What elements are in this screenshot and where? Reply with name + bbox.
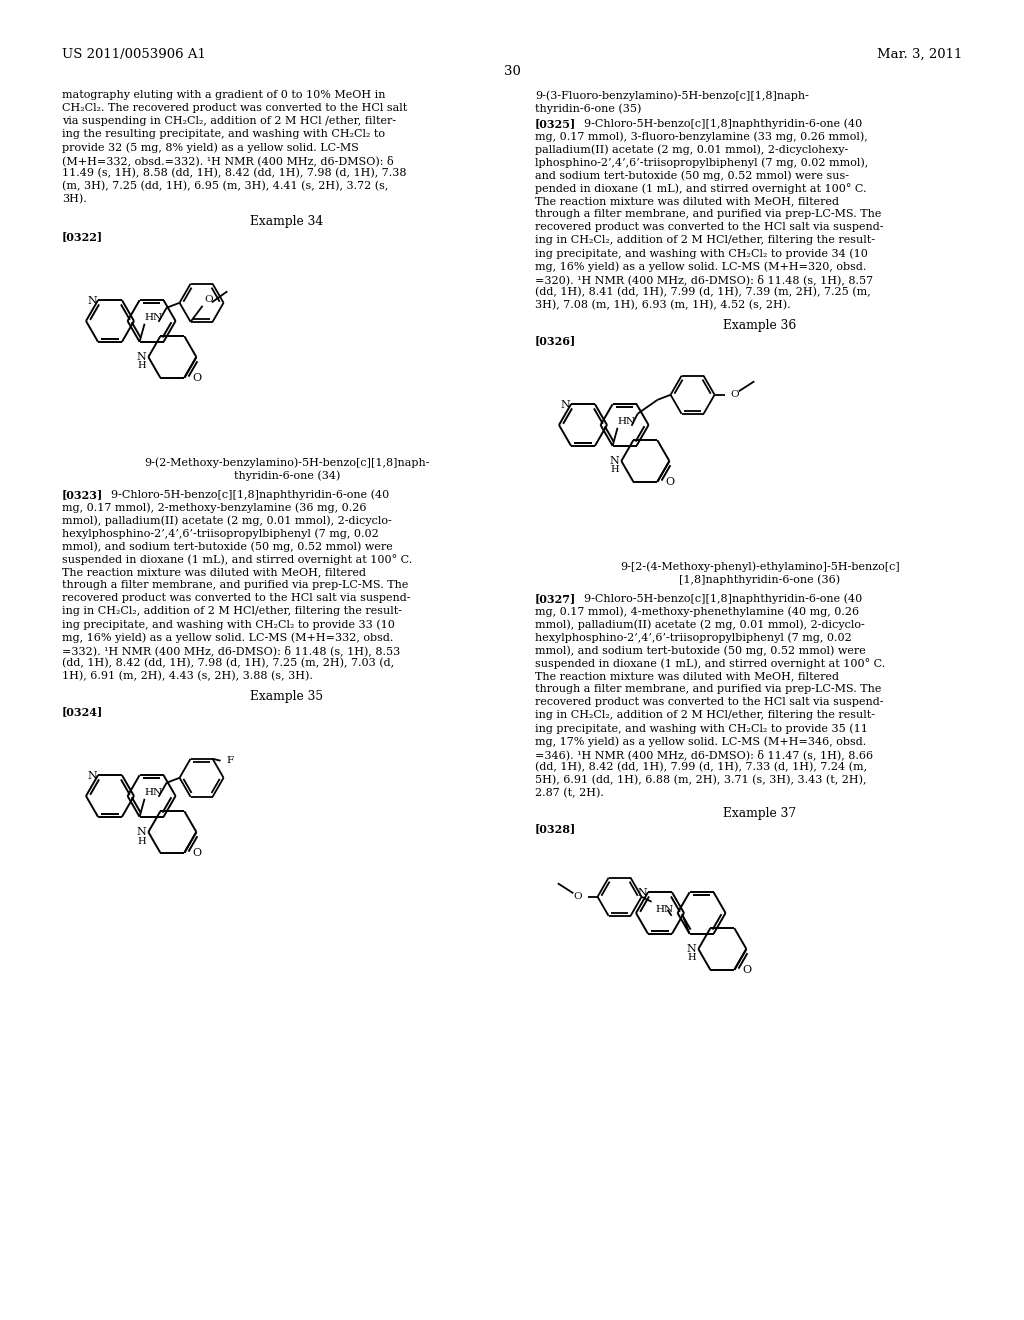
Text: HN: HN xyxy=(144,313,163,322)
Text: Mar. 3, 2011: Mar. 3, 2011 xyxy=(877,48,962,61)
Text: O: O xyxy=(193,372,202,383)
Text: 2.87 (t, 2H).: 2.87 (t, 2H). xyxy=(535,788,604,799)
Text: The reaction mixture was diluted with MeOH, filtered: The reaction mixture was diluted with Me… xyxy=(535,671,839,681)
Text: 9-(2-Methoxy-benzylamino)-5H-benzo[c][1,8]naph-: 9-(2-Methoxy-benzylamino)-5H-benzo[c][1,… xyxy=(144,457,430,467)
Text: 9-Chloro-5H-benzo[c][1,8]naphthyridin-6-one (40: 9-Chloro-5H-benzo[c][1,8]naphthyridin-6-… xyxy=(577,117,862,128)
Text: 9-(3-Fluoro-benzylamino)-5H-benzo[c][1,8]naph-: 9-(3-Fluoro-benzylamino)-5H-benzo[c][1,8… xyxy=(535,90,809,100)
Text: recovered product was converted to the HCl salt via suspend-: recovered product was converted to the H… xyxy=(62,593,411,603)
Text: mg, 0.17 mmol), 2-methoxy-benzylamine (36 mg, 0.26: mg, 0.17 mmol), 2-methoxy-benzylamine (3… xyxy=(62,502,367,512)
Text: 9-Chloro-5H-benzo[c][1,8]naphthyridin-6-one (40: 9-Chloro-5H-benzo[c][1,8]naphthyridin-6-… xyxy=(104,488,389,499)
Text: The reaction mixture was diluted with MeOH, filtered: The reaction mixture was diluted with Me… xyxy=(62,568,366,577)
Text: through a filter membrane, and purified via prep-LC-MS. The: through a filter membrane, and purified … xyxy=(535,684,882,694)
Text: (M+H=332, obsd.=332). ¹H NMR (400 MHz, d6-DMSO): δ: (M+H=332, obsd.=332). ¹H NMR (400 MHz, d… xyxy=(62,154,393,166)
Text: (dd, 1H), 8.42 (dd, 1H), 7.99 (d, 1H), 7.33 (d, 1H), 7.24 (m,: (dd, 1H), 8.42 (dd, 1H), 7.99 (d, 1H), 7… xyxy=(535,762,867,772)
Text: [0328]: [0328] xyxy=(535,822,577,834)
Text: recovered product was converted to the HCl salt via suspend-: recovered product was converted to the H… xyxy=(535,697,884,708)
Text: suspended in dioxane (1 mL), and stirred overnight at 100° C.: suspended in dioxane (1 mL), and stirred… xyxy=(62,554,413,565)
Text: ing in CH₂Cl₂, addition of 2 M HCl/ether, filtering the result-: ing in CH₂Cl₂, addition of 2 M HCl/ether… xyxy=(62,606,402,616)
Text: US 2011/0053906 A1: US 2011/0053906 A1 xyxy=(62,48,206,61)
Text: mmol), palladium(II) acetate (2 mg, 0.01 mmol), 2-dicyclo-: mmol), palladium(II) acetate (2 mg, 0.01… xyxy=(535,619,864,630)
Text: mmol), and sodium tert-butoxide (50 mg, 0.52 mmol) were: mmol), and sodium tert-butoxide (50 mg, … xyxy=(62,541,393,552)
Text: [0326]: [0326] xyxy=(535,335,577,346)
Text: O: O xyxy=(193,847,202,858)
Text: 3H), 7.08 (m, 1H), 6.93 (m, 1H), 4.52 (s, 2H).: 3H), 7.08 (m, 1H), 6.93 (m, 1H), 4.52 (s… xyxy=(535,300,791,310)
Text: O: O xyxy=(573,892,582,902)
Text: mg, 16% yield) as a yellow solid. LC-MS (M+H=332, obsd.: mg, 16% yield) as a yellow solid. LC-MS … xyxy=(62,632,393,643)
Text: 30: 30 xyxy=(504,65,520,78)
Text: 5H), 6.91 (dd, 1H), 6.88 (m, 2H), 3.71 (s, 3H), 3.43 (t, 2H),: 5H), 6.91 (dd, 1H), 6.88 (m, 2H), 3.71 (… xyxy=(535,775,866,785)
Text: ing the resulting precipitate, and washing with CH₂Cl₂ to: ing the resulting precipitate, and washi… xyxy=(62,129,385,139)
Text: mg, 17% yield) as a yellow solid. LC-MS (M+H=346, obsd.: mg, 17% yield) as a yellow solid. LC-MS … xyxy=(535,737,866,747)
Text: 11.49 (s, 1H), 8.58 (dd, 1H), 8.42 (dd, 1H), 7.98 (d, 1H), 7.38: 11.49 (s, 1H), 8.58 (dd, 1H), 8.42 (dd, … xyxy=(62,168,407,178)
Text: via suspending in CH₂Cl₂, addition of 2 M HCl /ether, filter-: via suspending in CH₂Cl₂, addition of 2 … xyxy=(62,116,396,125)
Text: N: N xyxy=(136,352,146,362)
Text: suspended in dioxane (1 mL), and stirred overnight at 100° C.: suspended in dioxane (1 mL), and stirred… xyxy=(535,657,886,669)
Text: H: H xyxy=(138,362,146,371)
Text: mg, 0.17 mmol), 4-methoxy-phenethylamine (40 mg, 0.26: mg, 0.17 mmol), 4-methoxy-phenethylamine… xyxy=(535,606,859,616)
Text: hexylphosphino-2’,4’,6’-triisopropylbiphenyl (7 mg, 0.02: hexylphosphino-2’,4’,6’-triisopropylbiph… xyxy=(62,528,379,539)
Text: CH₂Cl₂. The recovered product was converted to the HCl salt: CH₂Cl₂. The recovered product was conver… xyxy=(62,103,408,114)
Text: recovered product was converted to the HCl salt via suspend-: recovered product was converted to the H… xyxy=(535,222,884,232)
Text: mmol), palladium(II) acetate (2 mg, 0.01 mmol), 2-dicyclo-: mmol), palladium(II) acetate (2 mg, 0.01… xyxy=(62,515,392,525)
Text: lphosphino-2’,4’,6’-triisopropylbiphenyl (7 mg, 0.02 mmol),: lphosphino-2’,4’,6’-triisopropylbiphenyl… xyxy=(535,157,868,168)
Text: [0323]: [0323] xyxy=(62,488,103,500)
Text: N: N xyxy=(637,888,647,898)
Text: The reaction mixture was diluted with MeOH, filtered: The reaction mixture was diluted with Me… xyxy=(535,195,839,206)
Text: O: O xyxy=(742,965,752,974)
Text: 3H).: 3H). xyxy=(62,194,87,205)
Text: O: O xyxy=(730,391,739,399)
Text: H: H xyxy=(610,466,620,474)
Text: O: O xyxy=(666,477,675,487)
Text: N: N xyxy=(87,296,97,306)
Text: N: N xyxy=(136,828,146,837)
Text: [0322]: [0322] xyxy=(62,231,103,242)
Text: provide 32 (5 mg, 8% yield) as a yellow solid. LC-MS: provide 32 (5 mg, 8% yield) as a yellow … xyxy=(62,143,358,153)
Text: Example 35: Example 35 xyxy=(251,690,324,704)
Text: pended in dioxane (1 mL), and stirred overnight at 100° C.: pended in dioxane (1 mL), and stirred ov… xyxy=(535,183,866,194)
Text: ing precipitate, and washing with CH₂Cl₂ to provide 34 (10: ing precipitate, and washing with CH₂Cl₂… xyxy=(535,248,868,259)
Text: matography eluting with a gradient of 0 to 10% MeOH in: matography eluting with a gradient of 0 … xyxy=(62,90,385,100)
Text: hexylphosphino-2’,4’,6’-triisopropylbiphenyl (7 mg, 0.02: hexylphosphino-2’,4’,6’-triisopropylbiph… xyxy=(535,632,852,643)
Text: H: H xyxy=(688,953,696,962)
Text: Example 34: Example 34 xyxy=(251,215,324,228)
Text: =320). ¹H NMR (400 MHz, d6-DMSO): δ 11.48 (s, 1H), 8.57: =320). ¹H NMR (400 MHz, d6-DMSO): δ 11.4… xyxy=(535,275,873,285)
Text: (dd, 1H), 8.42 (dd, 1H), 7.98 (d, 1H), 7.25 (m, 2H), 7.03 (d,: (dd, 1H), 8.42 (dd, 1H), 7.98 (d, 1H), 7… xyxy=(62,657,394,668)
Text: Example 37: Example 37 xyxy=(723,807,797,820)
Text: mg, 16% yield) as a yellow solid. LC-MS (M+H=320, obsd.: mg, 16% yield) as a yellow solid. LC-MS … xyxy=(535,261,866,272)
Text: thyridin-6-one (34): thyridin-6-one (34) xyxy=(233,470,340,480)
Text: ing precipitate, and washing with CH₂Cl₂ to provide 33 (10: ing precipitate, and washing with CH₂Cl₂… xyxy=(62,619,395,630)
Text: mmol), and sodium tert-butoxide (50 mg, 0.52 mmol) were: mmol), and sodium tert-butoxide (50 mg, … xyxy=(535,645,865,656)
Text: (dd, 1H), 8.41 (dd, 1H), 7.99 (d, 1H), 7.39 (m, 2H), 7.25 (m,: (dd, 1H), 8.41 (dd, 1H), 7.99 (d, 1H), 7… xyxy=(535,286,870,297)
Text: [0327]: [0327] xyxy=(535,593,577,605)
Text: (m, 3H), 7.25 (dd, 1H), 6.95 (m, 3H), 4.41 (s, 2H), 3.72 (s,: (m, 3H), 7.25 (dd, 1H), 6.95 (m, 3H), 4.… xyxy=(62,181,388,191)
Text: Example 36: Example 36 xyxy=(723,319,797,333)
Text: [0324]: [0324] xyxy=(62,706,103,717)
Text: H: H xyxy=(138,837,146,846)
Text: HN: HN xyxy=(144,788,163,797)
Text: =332). ¹H NMR (400 MHz, d6-DMSO): δ 11.48 (s, 1H), 8.53: =332). ¹H NMR (400 MHz, d6-DMSO): δ 11.4… xyxy=(62,645,400,656)
Text: =346). ¹H NMR (400 MHz, d6-DMSO): δ 11.47 (s, 1H), 8.66: =346). ¹H NMR (400 MHz, d6-DMSO): δ 11.4… xyxy=(535,748,873,760)
Text: HN: HN xyxy=(655,904,674,913)
Text: thyridin-6-one (35): thyridin-6-one (35) xyxy=(535,103,641,114)
Text: palladium(II) acetate (2 mg, 0.01 mmol), 2-dicyclohexy-: palladium(II) acetate (2 mg, 0.01 mmol),… xyxy=(535,144,848,154)
Text: through a filter membrane, and purified via prep-LC-MS. The: through a filter membrane, and purified … xyxy=(535,209,882,219)
Text: and sodium tert-butoxide (50 mg, 0.52 mmol) were sus-: and sodium tert-butoxide (50 mg, 0.52 mm… xyxy=(535,170,849,181)
Text: ing in CH₂Cl₂, addition of 2 M HCl/ether, filtering the result-: ing in CH₂Cl₂, addition of 2 M HCl/ether… xyxy=(535,710,874,719)
Text: 1H), 6.91 (m, 2H), 4.43 (s, 2H), 3.88 (s, 3H).: 1H), 6.91 (m, 2H), 4.43 (s, 2H), 3.88 (s… xyxy=(62,671,313,681)
Text: mg, 0.17 mmol), 3-fluoro-benzylamine (33 mg, 0.26 mmol),: mg, 0.17 mmol), 3-fluoro-benzylamine (33… xyxy=(535,131,867,141)
Text: N: N xyxy=(560,400,570,411)
Text: ing in CH₂Cl₂, addition of 2 M HCl/ether, filtering the result-: ing in CH₂Cl₂, addition of 2 M HCl/ether… xyxy=(535,235,874,246)
Text: 9-[2-(4-Methoxy-phenyl)-ethylamino]-5H-benzo[c]: 9-[2-(4-Methoxy-phenyl)-ethylamino]-5H-b… xyxy=(621,561,900,572)
Text: 9-Chloro-5H-benzo[c][1,8]naphthyridin-6-one (40: 9-Chloro-5H-benzo[c][1,8]naphthyridin-6-… xyxy=(577,593,862,603)
Text: ing precipitate, and washing with CH₂Cl₂ to provide 35 (11: ing precipitate, and washing with CH₂Cl₂… xyxy=(535,723,868,734)
Text: N: N xyxy=(687,944,696,954)
Text: [0325]: [0325] xyxy=(535,117,577,129)
Text: through a filter membrane, and purified via prep-LC-MS. The: through a filter membrane, and purified … xyxy=(62,579,409,590)
Text: [1,8]naphthyridin-6-one (36): [1,8]naphthyridin-6-one (36) xyxy=(680,574,841,585)
Text: O: O xyxy=(205,294,213,304)
Text: N: N xyxy=(87,771,97,781)
Text: N: N xyxy=(609,455,620,466)
Text: HN: HN xyxy=(617,417,636,426)
Text: F: F xyxy=(226,756,233,766)
